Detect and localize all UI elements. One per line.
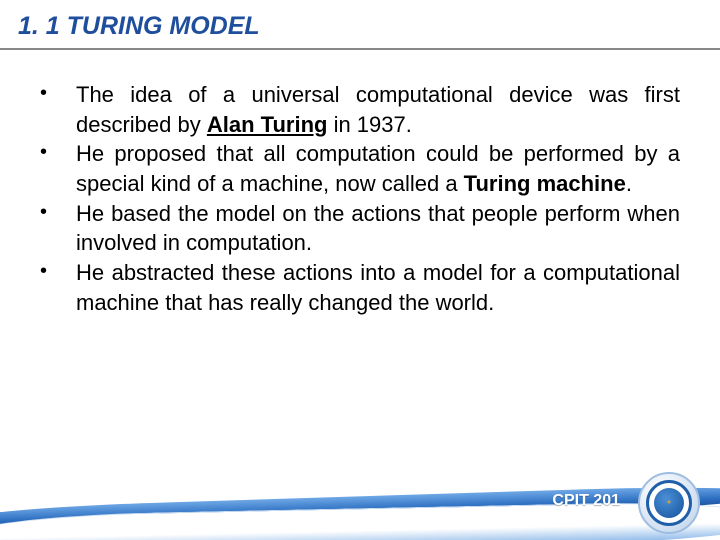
content-area: • The idea of a universal computational … [40,80,680,318]
bullet-text: He based the model on the actions that p… [76,199,680,258]
bullet-text: The idea of a universal computational de… [76,80,680,139]
title-underline [0,48,720,50]
text-run: He abstracted these actions into a model… [76,260,680,315]
footer-band [0,480,720,540]
bullet-text: He abstracted these actions into a model… [76,258,680,317]
bullet-mark-icon: • [40,199,76,258]
slide: 1. 1 TURING MODEL • The idea of a univer… [0,0,720,540]
text-run: in 1937. [327,112,411,137]
logo-mark-icon: ✦ [666,500,672,507]
bullet-item: •He based the model on the actions that … [40,199,680,258]
bullet-item: • He abstracted these actions into a mod… [40,258,680,317]
bullet-item: • He proposed that all computation could… [40,139,680,198]
bullet-text: He proposed that all computation could b… [76,139,680,198]
footer-label: CPIT 201 [552,492,620,510]
text-run: He based the model on the actions that p… [76,201,680,256]
bullet-mark-icon: • [40,258,76,317]
bullet-mark-icon: • [40,139,76,198]
text-run: . [626,171,632,196]
text-run: Turing machine [464,171,626,196]
bullet-mark-icon: • [40,80,76,139]
bullet-item: • The idea of a universal computational … [40,80,680,139]
text-run: Alan Turing [207,112,328,137]
university-logo: ✦ [638,472,700,534]
page-title: 1. 1 TURING MODEL [18,12,260,41]
